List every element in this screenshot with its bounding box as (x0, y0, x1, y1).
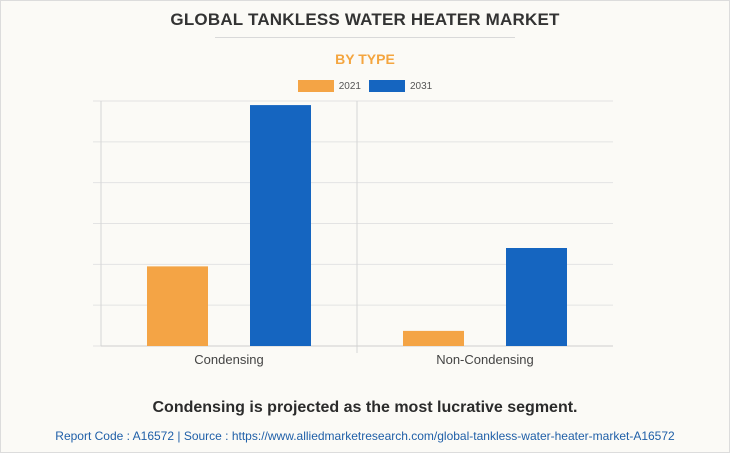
chart-legend: 2021 2031 (0, 80, 730, 92)
bar-condensing-2021 (147, 266, 208, 346)
legend-swatch-2021 (297, 80, 334, 92)
x-tick-label: Condensing (194, 352, 263, 367)
x-tick-label: Non-Condensing (436, 352, 534, 367)
title-divider (215, 37, 515, 38)
chart-title: GLOBAL TANKLESS WATER HEATER MARKET (170, 10, 560, 29)
chart-caption: Condensing is projected as the most lucr… (152, 399, 578, 416)
legend-label-2031: 2031 (410, 80, 433, 92)
legend-item-2031: 2031 (369, 80, 432, 92)
report-source-footer: Report Code : A16572 | Source : https://… (55, 429, 675, 443)
chart-subtitle: BY TYPE (335, 51, 395, 67)
legend-label-2021: 2021 (338, 80, 361, 92)
legend-item-2021: 2021 (297, 80, 361, 92)
legend-swatch-2031 (369, 80, 405, 92)
bar-non-condensing-2031 (506, 248, 567, 346)
bar-condensing-2031 (250, 105, 311, 346)
bar-non-condensing-2021 (403, 330, 464, 346)
